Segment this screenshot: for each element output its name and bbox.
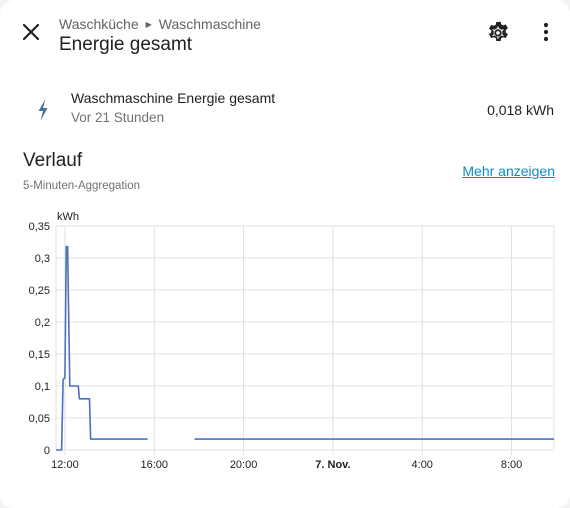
chart-unit-label: kWh: [57, 211, 79, 223]
x-tick-label: 7. Nov.: [315, 459, 350, 471]
y-tick-label: 0: [44, 445, 50, 457]
y-tick-label: 0,05: [29, 413, 50, 425]
x-tick-label: 4:00: [412, 459, 433, 471]
settings-button[interactable]: [479, 13, 517, 51]
lightning-bolt-icon: [38, 99, 48, 121]
y-tick-label: 0,1: [35, 381, 50, 393]
breadcrumb-separator-icon: ▶: [145, 19, 152, 29]
entity-row[interactable]: Waschmaschine Energie gesamt Vor 21 Stun…: [0, 80, 570, 136]
x-tick-label: 20:00: [230, 459, 258, 471]
y-tick-label: 0,35: [29, 221, 50, 233]
close-button[interactable]: [12, 13, 50, 51]
entity-name: Waschmaschine Energie gesamt: [71, 90, 276, 106]
y-tick-label: 0,25: [29, 285, 50, 297]
show-more-link[interactable]: Mehr anzeigen: [462, 163, 555, 179]
cog-icon: [489, 21, 508, 41]
y-tick-label: 0,3: [35, 253, 50, 265]
y-tick-label: 0,2: [35, 317, 50, 329]
dots-vertical-icon: [543, 22, 549, 42]
more-options-button[interactable]: [527, 13, 565, 51]
energy-series-line[interactable]: [56, 245, 148, 451]
x-tick-label: 16:00: [140, 459, 168, 471]
history-chart[interactable]: kWh 0 0,05 0,1 0,15 0,2 0,25 0,3 0,35 12:00 16:0…: [0, 200, 570, 485]
breadcrumb: Waschküche ▶ Waschmaschine: [59, 16, 261, 32]
breadcrumb-area[interactable]: Waschküche: [59, 16, 139, 32]
x-tick-label: 12:00: [51, 459, 79, 471]
x-tick-label: 8:00: [501, 459, 522, 471]
dialog-header: Waschküche ▶ Waschmaschine Energie gesam…: [0, 0, 570, 64]
history-aggregation: 5-Minuten-Aggregation: [23, 180, 140, 192]
y-tick-label: 0,15: [29, 349, 50, 361]
breadcrumb-device[interactable]: Waschmaschine: [158, 16, 261, 32]
history-title: Verlauf: [23, 150, 83, 171]
close-icon: [22, 23, 40, 41]
entity-last-changed: Vor 21 Stunden: [71, 110, 165, 125]
entity-state: 0,018 kWh: [487, 102, 554, 118]
dialog-title: Energie gesamt: [59, 34, 193, 55]
